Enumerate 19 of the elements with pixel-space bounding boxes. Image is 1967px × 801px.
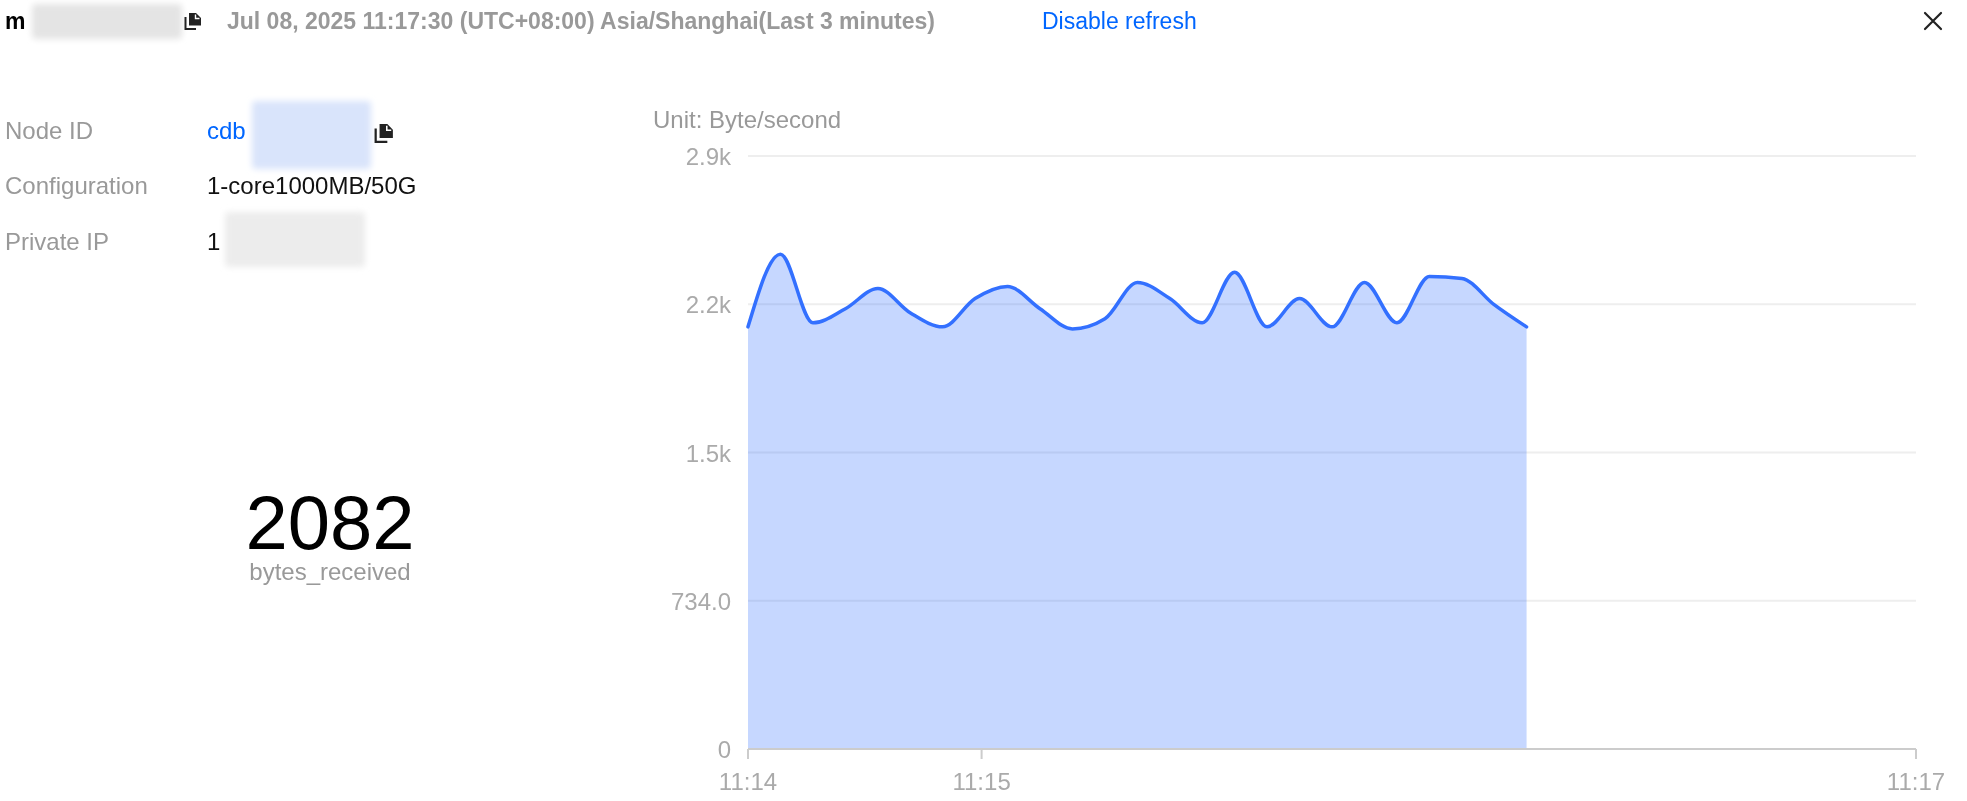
y-tick-label: 2.2k — [685, 290, 732, 318]
text: Node ID — [5, 117, 94, 144]
text: m — [5, 8, 26, 34]
y-axis-title: Unit: Byte/second — [653, 106, 842, 133]
x-tick-label: 11:15 — [952, 768, 1011, 795]
text: Disable refresh — [1042, 8, 1197, 34]
x-tick-label: 11:14 — [718, 768, 778, 795]
text: 1 — [207, 228, 221, 255]
text: bytes_received — [249, 558, 411, 585]
text: Jul 08, 2025 11:17:30 (UTC+08:00) Asia/Shanghai(Last 3 minutes) — [227, 8, 935, 34]
text: Private IP — [5, 228, 110, 255]
text: Configuration — [5, 172, 148, 199]
text: 1-core1000MB/50G — [207, 172, 417, 199]
x-tick-label: 11:17 — [1886, 768, 1946, 795]
y-tick-label: 2.9k — [685, 142, 732, 170]
text: cdb — [207, 117, 246, 144]
y-tick-label: 1.5k — [685, 439, 732, 466]
y-tick-label: 0 — [717, 735, 731, 763]
y-tick-label: 734.0 — [670, 587, 731, 615]
